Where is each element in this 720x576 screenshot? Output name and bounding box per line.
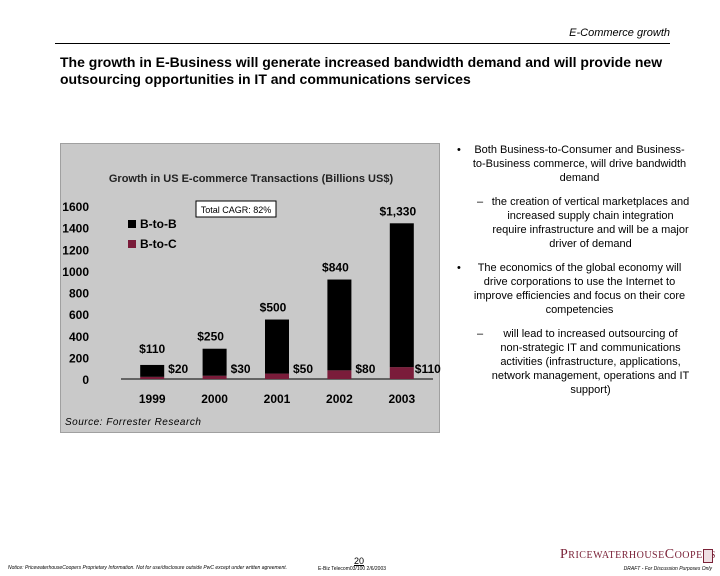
bullet-1: Both Business-to-Consumer and Business-t… xyxy=(455,143,690,185)
sub-bullet-2: will lead to increased outsourcing of no… xyxy=(477,327,690,397)
bar-b-to-c xyxy=(389,367,414,379)
y-tick-label: 400 xyxy=(69,330,89,344)
y-tick-label: 1600 xyxy=(62,200,89,214)
data-label-b-to-c: $30 xyxy=(231,362,251,376)
bullet-2: The economics of the global economy will… xyxy=(455,261,690,317)
x-tick-label: 2003 xyxy=(388,392,415,406)
section-label: E-Commerce growth xyxy=(569,27,670,39)
y-tick-label: 1400 xyxy=(62,222,89,236)
chart-panel: Growth in US E-commerce Transactions (Bi… xyxy=(60,143,441,433)
company-logo: PricewaterhouseCoopers xyxy=(560,547,716,562)
legend-label-b-to-b: B-to-B xyxy=(140,217,177,231)
data-label-b-to-b: $840 xyxy=(322,261,349,275)
bar-b-to-b xyxy=(327,279,352,371)
data-label-b-to-c: $80 xyxy=(355,362,375,376)
bar-b-to-c xyxy=(140,376,165,379)
x-tick-label: 1999 xyxy=(139,392,166,406)
cagr-box xyxy=(195,200,277,218)
data-label-b-to-b: $500 xyxy=(260,301,287,315)
bar-b-to-b xyxy=(140,364,165,377)
bar-b-to-c xyxy=(265,373,289,379)
bar-b-to-b xyxy=(389,223,414,368)
data-label-b-to-b: $250 xyxy=(197,330,224,344)
data-label-b-to-b: $1,330 xyxy=(379,204,416,218)
logo-icon xyxy=(703,549,713,563)
data-label-b-to-c: $110 xyxy=(415,362,441,376)
y-tick-label: 1200 xyxy=(62,243,89,257)
bullet-list: Both Business-to-Consumer and Business-t… xyxy=(455,143,690,407)
footer-draft: DRAFT - For Discussion Purposes Only xyxy=(623,566,712,572)
page-number: 20 xyxy=(354,556,365,566)
bar-b-to-b xyxy=(265,319,289,374)
y-tick-label: 200 xyxy=(69,351,89,365)
y-tick-label: 0 xyxy=(82,373,89,387)
sub-bullet-1: the creation of vertical marketplaces an… xyxy=(477,195,690,251)
header-rule xyxy=(55,43,670,44)
bar-b-to-b xyxy=(202,348,227,376)
page-title: The growth in E-Business will generate i… xyxy=(60,54,663,87)
cagr-annotation: Total CAGR: 82% xyxy=(201,205,272,215)
legend-swatch-b-to-c xyxy=(128,240,136,248)
data-label-b-to-c: $20 xyxy=(168,362,188,376)
footer-doc-id: E-Biz Telecom03/100 2/6/2003 xyxy=(318,566,387,572)
legend-label-b-to-c: B-to-C xyxy=(140,237,177,251)
footer-notice: Notice: PricewaterhouseCoopers Proprieta… xyxy=(8,565,288,571)
chart-title: Growth in US E-commerce Transactions (Bi… xyxy=(109,173,394,185)
y-tick-label: 1000 xyxy=(62,265,89,279)
x-tick-label: 2002 xyxy=(326,392,353,406)
bar-chart: Growth in US E-commerce Transactions (Bi… xyxy=(62,173,441,428)
data-label-b-to-c: $50 xyxy=(293,362,313,376)
data-label-b-to-b: $110 xyxy=(139,342,165,356)
chart-source: Source: Forrester Research xyxy=(65,417,201,428)
legend-swatch-b-to-b xyxy=(128,220,136,228)
y-tick-label: 800 xyxy=(69,287,89,301)
x-tick-label: 2001 xyxy=(264,392,291,406)
y-tick-label: 600 xyxy=(69,308,89,322)
x-tick-label: 2000 xyxy=(201,392,228,406)
bar-b-to-c xyxy=(202,375,227,379)
bar-b-to-c xyxy=(327,370,352,379)
